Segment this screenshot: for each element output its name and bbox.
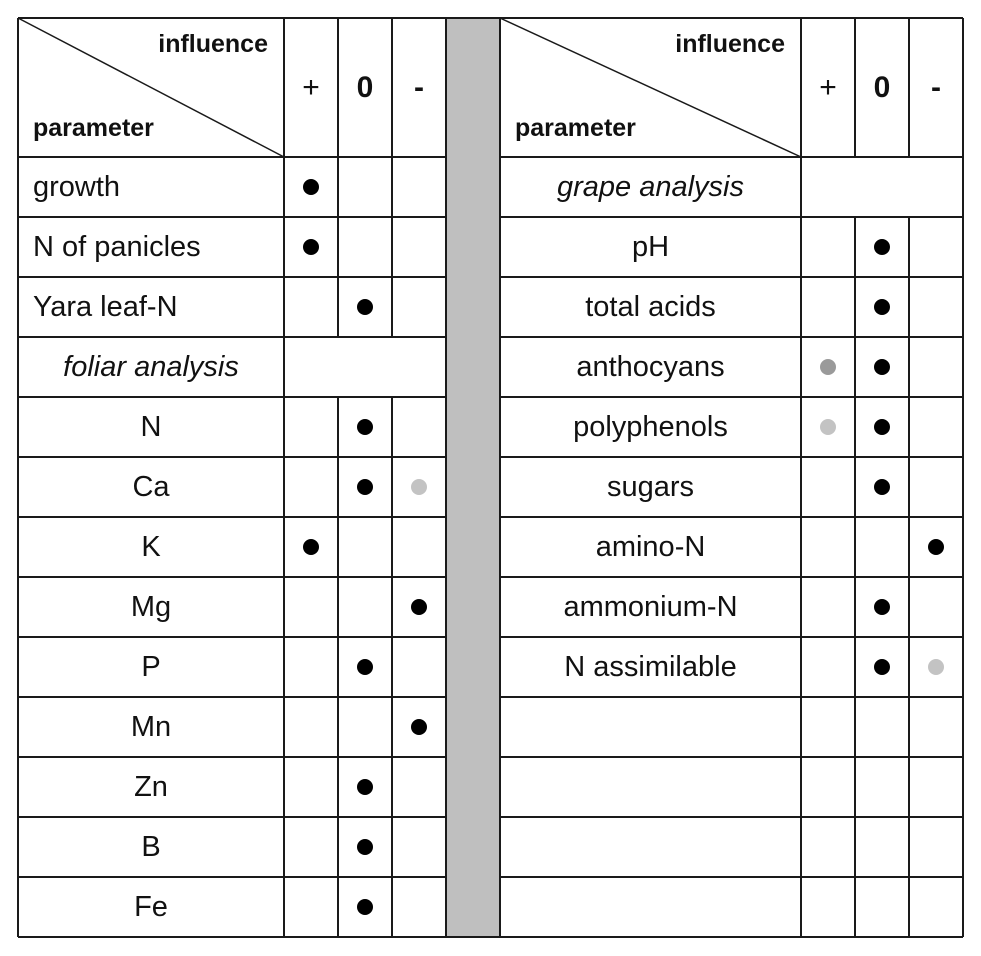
left-zero-marker-dot: [357, 659, 373, 675]
right-parameter-label: grape analysis: [557, 170, 744, 203]
right-parameter-label: ammonium-N: [563, 590, 738, 623]
left-parameter-label: Mn: [130, 710, 172, 743]
right-plus-marker-dot: [820, 359, 836, 375]
right-header-parameter-label: parameter: [515, 114, 636, 142]
right-zero-marker-dot: [874, 599, 890, 615]
left-parameter-label: B: [141, 830, 161, 863]
right-zero-marker-dot: [874, 239, 890, 255]
right-header-diagonal: [499, 17, 802, 158]
right-plus-marker-dot: [820, 419, 836, 435]
left-plus-marker-dot: [303, 179, 319, 195]
right-zero-marker-dot: [874, 359, 890, 375]
left-minus-marker-dot: [411, 599, 427, 615]
right-col-plus-header: +: [819, 70, 837, 104]
right-parameter-label: [500, 877, 801, 937]
left-parameter-label: foliar analysis: [63, 350, 239, 383]
separator-band: [446, 18, 500, 937]
left-col-minus-header: -: [414, 70, 424, 104]
left-parameter-label: Yara leaf-N: [33, 290, 178, 323]
left-col-zero-header: 0: [356, 70, 374, 104]
right-parameter-label: [500, 817, 801, 877]
right-parameter-label: pH: [631, 230, 670, 263]
right-parameter-label: [500, 757, 801, 817]
right-minus-marker-dot: [928, 659, 944, 675]
right-minus-marker-dot: [928, 539, 944, 555]
right-header-influence-label: influence: [675, 30, 785, 58]
left-parameter-label: growth: [33, 170, 121, 203]
right-col-minus-header: -: [931, 70, 941, 104]
right-zero-marker-dot: [874, 419, 890, 435]
left-zero-marker-dot: [357, 299, 373, 315]
left-parameter-label: P: [141, 650, 161, 683]
left-plus-marker-dot: [303, 539, 319, 555]
right-parameter-label: total acids: [585, 290, 716, 323]
right-zero-marker-dot: [874, 299, 890, 315]
right-parameter-label: anthocyans: [576, 350, 725, 383]
left-parameter-label: Zn: [134, 770, 168, 803]
left-parameter-label: Mg: [130, 590, 172, 623]
right-col-zero-header: 0: [873, 70, 891, 104]
left-zero-marker-dot: [357, 839, 373, 855]
left-zero-marker-dot: [357, 479, 373, 495]
right-parameter-label: sugars: [606, 470, 695, 503]
left-zero-marker-dot: [357, 419, 373, 435]
left-minus-marker-dot: [411, 719, 427, 735]
left-zero-marker-dot: [357, 779, 373, 795]
right-parameter-label: polyphenols: [573, 410, 728, 443]
left-minus-marker-dot: [411, 479, 427, 495]
right-zero-marker-dot: [874, 659, 890, 675]
right-parameter-label: amino-N: [595, 530, 706, 563]
right-zero-marker-dot: [874, 479, 890, 495]
left-col-plus-header: +: [302, 70, 320, 104]
left-parameter-label: Ca: [132, 470, 170, 503]
left-parameter-label: N: [140, 410, 162, 443]
left-header-parameter-label: parameter: [33, 114, 154, 142]
left-header-diagonal: [17, 17, 285, 158]
left-plus-marker-dot: [303, 239, 319, 255]
left-parameter-label: K: [141, 530, 161, 563]
left-header-influence-label: influence: [158, 30, 268, 58]
left-parameter-label: N of panicles: [33, 230, 201, 263]
left-zero-marker-dot: [357, 899, 373, 915]
right-parameter-label: N assimilable: [564, 650, 737, 683]
right-parameter-label: [500, 697, 801, 757]
left-parameter-label: Fe: [134, 890, 168, 923]
